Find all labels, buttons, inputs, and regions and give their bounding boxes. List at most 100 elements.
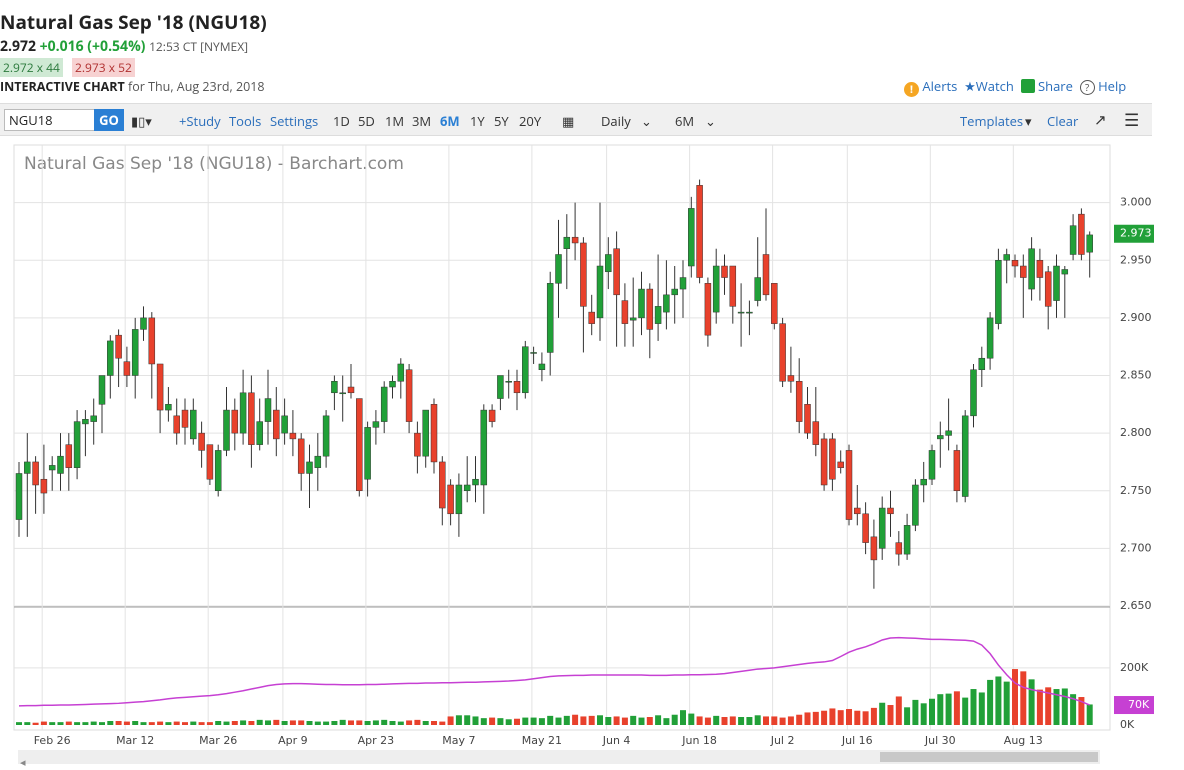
go-button[interactable]: GO bbox=[94, 109, 124, 131]
y-tick-label: 2.850 bbox=[1120, 369, 1152, 382]
menu-icon[interactable]: ☰ bbox=[1124, 108, 1140, 131]
scroll-handle[interactable] bbox=[880, 752, 1098, 762]
volume-bar bbox=[895, 696, 902, 725]
range-button[interactable]: 6M bbox=[440, 112, 460, 130]
x-tick-label: May 7 bbox=[442, 734, 475, 747]
candle-body bbox=[970, 369, 977, 417]
candle-body bbox=[887, 507, 894, 515]
candle-body bbox=[513, 381, 521, 394]
candle-body bbox=[1044, 271, 1052, 307]
candle-body bbox=[721, 265, 728, 278]
range-button[interactable]: 1Y bbox=[470, 112, 485, 130]
candle-body bbox=[156, 363, 164, 411]
candle-body bbox=[588, 311, 595, 324]
candle-body bbox=[953, 450, 961, 492]
volume-bar bbox=[331, 721, 338, 725]
volume-bar bbox=[812, 711, 819, 725]
link[interactable]: Alerts bbox=[922, 77, 958, 95]
candle-body bbox=[264, 398, 272, 422]
volume-bar bbox=[182, 722, 188, 725]
chart-style[interactable]: ▮▯▾ bbox=[131, 112, 152, 130]
candle-body bbox=[555, 254, 562, 284]
expand-icon[interactable]: ↗ bbox=[1094, 110, 1107, 130]
volume-bar bbox=[49, 722, 56, 725]
y-tick-label: 2.800 bbox=[1120, 426, 1152, 439]
candle-body bbox=[704, 283, 712, 336]
candle-body bbox=[613, 248, 620, 296]
candle-body bbox=[829, 438, 836, 480]
candle-body bbox=[356, 398, 363, 491]
toolbar: NGU18 GO ▮▯▾ +Study Tools Settings 1D 5D… bbox=[0, 103, 1152, 136]
candle-body bbox=[762, 254, 770, 296]
volume-bar bbox=[381, 719, 388, 725]
candle-body bbox=[621, 300, 629, 324]
candle-body bbox=[488, 409, 496, 422]
volume-bar bbox=[397, 721, 404, 725]
candle-body bbox=[787, 375, 795, 382]
tool-button[interactable]: Tools bbox=[229, 112, 262, 130]
link[interactable]: Watch bbox=[975, 77, 1014, 95]
candle-body bbox=[629, 317, 637, 321]
clear-button[interactable]: Clear bbox=[1047, 112, 1079, 130]
candle-body bbox=[273, 409, 280, 440]
link[interactable]: Help bbox=[1098, 77, 1127, 95]
range-button[interactable]: 1D bbox=[333, 112, 350, 130]
volume-bar bbox=[364, 721, 371, 725]
candle-body bbox=[1069, 225, 1077, 255]
templates-button[interactable]: Templates bbox=[960, 112, 1024, 130]
candle-body bbox=[779, 323, 786, 382]
volume-bar bbox=[372, 720, 379, 725]
candle-body bbox=[862, 513, 869, 543]
candle-body bbox=[123, 361, 131, 376]
candle-body bbox=[181, 409, 189, 428]
volume-bar bbox=[713, 715, 720, 725]
volume-bar bbox=[74, 722, 81, 725]
interval-select[interactable]: Daily bbox=[601, 112, 631, 130]
scroll-left[interactable]: ◂ bbox=[20, 756, 26, 769]
link[interactable]: Share bbox=[1037, 77, 1073, 95]
calendar-icon[interactable]: ▦ bbox=[562, 112, 575, 130]
period-select[interactable]: 6M bbox=[675, 112, 695, 130]
volume-bar bbox=[680, 710, 686, 725]
candle-body bbox=[322, 415, 330, 457]
volume-bar bbox=[298, 720, 305, 725]
volume-bar bbox=[904, 707, 911, 725]
volume-bar bbox=[655, 715, 662, 725]
candle-body bbox=[804, 404, 811, 434]
range-button[interactable]: 1M bbox=[385, 112, 405, 130]
range-button[interactable]: 5Y bbox=[494, 112, 509, 130]
candle-body bbox=[331, 381, 338, 394]
scrollbar[interactable] bbox=[18, 750, 1100, 764]
range-button[interactable]: 20Y bbox=[519, 112, 542, 130]
range-button[interactable]: 5D bbox=[358, 112, 375, 130]
volume-bar bbox=[945, 693, 952, 725]
tool-button[interactable]: +Study bbox=[179, 112, 221, 130]
price-change: +0.016 (+0.54%) bbox=[39, 37, 146, 56]
volume-bar bbox=[281, 721, 288, 725]
candle-body bbox=[812, 421, 820, 445]
volume-bar bbox=[754, 715, 761, 725]
volume-bar bbox=[1070, 694, 1077, 725]
symbol-input[interactable]: NGU18 bbox=[4, 109, 98, 131]
candle-body bbox=[463, 484, 471, 491]
candle-body bbox=[771, 283, 778, 324]
candle-body bbox=[107, 340, 114, 376]
volume-bar bbox=[140, 722, 147, 725]
last-price: 2.972 bbox=[0, 37, 37, 56]
y-tick-label: 2.750 bbox=[1120, 484, 1152, 497]
range-button[interactable]: 3M bbox=[412, 112, 432, 130]
volume-bar bbox=[514, 718, 520, 725]
candle-body bbox=[57, 455, 64, 474]
candle-body bbox=[32, 461, 39, 486]
volume-bar bbox=[1086, 704, 1093, 725]
tool-button[interactable]: Settings bbox=[270, 112, 319, 130]
candle-body bbox=[530, 352, 537, 354]
candle-body bbox=[422, 409, 429, 457]
candle-body bbox=[447, 484, 454, 515]
volume-bar bbox=[24, 722, 31, 725]
volume-bar bbox=[348, 720, 354, 725]
candle-body bbox=[845, 450, 853, 520]
volume-bar bbox=[1061, 688, 1068, 725]
volume-bar bbox=[265, 720, 271, 725]
candle-body bbox=[231, 409, 239, 434]
